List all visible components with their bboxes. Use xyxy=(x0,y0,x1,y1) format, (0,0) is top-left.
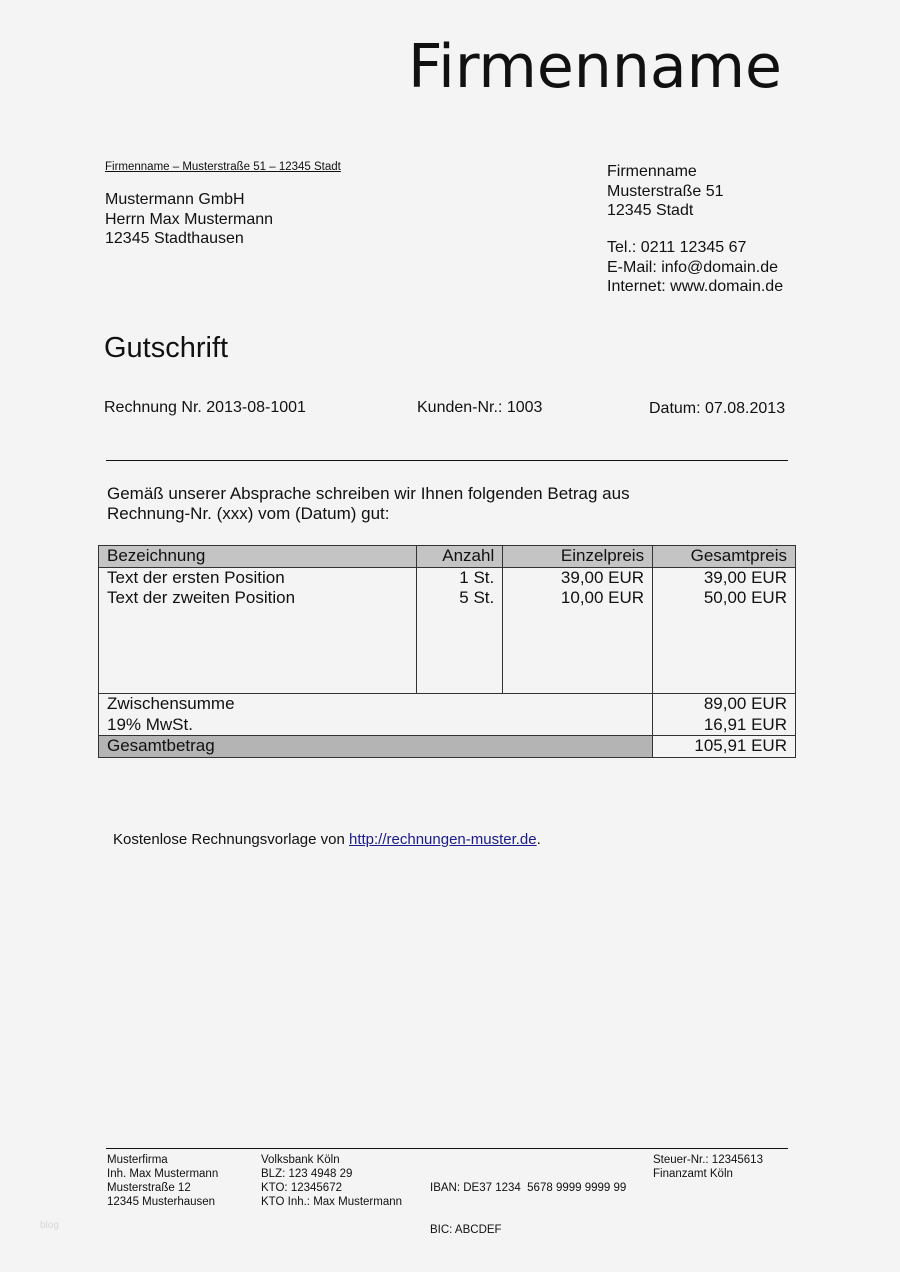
footer-iban: IBAN: DE37 1234 5678 9999 9999 99 BIC: A… xyxy=(430,1153,626,1251)
column-header: Bezeichnung xyxy=(97,545,418,568)
table-header-row: Bezeichnung Anzahl Einzelpreis Gesamtpre… xyxy=(97,545,796,568)
recipient-line: Herrn Max Mustermann xyxy=(105,210,274,228)
subtotal-value: 89,00 EUR xyxy=(652,693,796,715)
sender-line: Firmenname – Musterstraße 51 – 12345 Sta… xyxy=(105,161,341,173)
footer-line: IBAN: DE37 1234 5678 9999 9999 99 xyxy=(430,1182,627,1194)
company-logo-text: Firmenname xyxy=(408,32,782,102)
document-title: Gutschrift xyxy=(104,332,229,364)
footer-line: KTO: 12345672 xyxy=(261,1182,342,1194)
company-line: Musterstraße 51 xyxy=(607,182,724,200)
intro-line: Gemäß unserer Absprache schreiben wir Ih… xyxy=(107,484,630,503)
item-description: Text der zweiten Position xyxy=(97,588,418,609)
footer-line: Steuer-Nr.: 12345613 xyxy=(653,1154,763,1166)
footer-line: Volksbank Köln xyxy=(261,1154,340,1166)
contact-website: Internet: www.domain.de xyxy=(607,278,784,295)
subtotal-row: Zwischensumme 89,00 EUR xyxy=(97,693,796,715)
footer-line: Musterfirma xyxy=(107,1154,168,1166)
company-line: 12345 Stadt xyxy=(607,202,694,219)
document-date: Datum: 07.08.2013 xyxy=(649,400,786,417)
item-total: 39,00 EUR xyxy=(652,567,796,588)
footer-line: BIC: ABCDEF xyxy=(430,1224,502,1236)
item-unit-price: 39,00 EUR xyxy=(502,567,654,588)
item-unit-price: 10,00 EUR xyxy=(502,588,654,609)
footer-line: 12345 Musterhausen xyxy=(107,1196,216,1208)
vat-label: 19% MwSt. xyxy=(97,714,654,736)
template-note: Kostenlose Rechnungsvorlage von http://r… xyxy=(113,831,541,848)
note-text: Kostenlose Rechnungsvorlage von xyxy=(113,831,349,848)
footer-line: Inh. Max Mustermann xyxy=(107,1168,219,1180)
table-row-empty xyxy=(97,608,796,694)
footer-line: BLZ: 123 4948 29 xyxy=(261,1168,353,1180)
total-value: 105,91 EUR xyxy=(652,735,796,758)
invoice-number: Rechnung Nr. 2013-08-1001 xyxy=(104,399,306,416)
footer-company: Musterfirma Inh. Max Mustermann Musterst… xyxy=(107,1153,218,1209)
intro-text: Gemäß unserer Absprache schreiben wir Ih… xyxy=(107,484,630,524)
table-row: Text der ersten Position 1 St. 39,00 EUR… xyxy=(97,567,796,588)
item-total: 50,00 EUR xyxy=(652,588,796,609)
total-row: Gesamtbetrag 105,91 EUR xyxy=(97,735,796,758)
column-header: Einzelpreis xyxy=(502,545,654,568)
watermark: blog xyxy=(40,1220,59,1231)
item-quantity: 5 St. xyxy=(416,588,504,609)
total-label: Gesamtbetrag xyxy=(97,735,654,758)
line-items-table: Bezeichnung Anzahl Einzelpreis Gesamtpre… xyxy=(97,545,796,758)
column-header: Anzahl xyxy=(416,545,504,568)
template-link[interactable]: http://rechnungen-muster.de xyxy=(349,831,537,848)
table-row: Text der zweiten Position 5 St. 10,00 EU… xyxy=(97,588,796,609)
footer-divider xyxy=(106,1148,788,1149)
item-description: Text der ersten Position xyxy=(97,567,418,588)
recipient-address: Mustermann GmbH Herrn Max Mustermann 123… xyxy=(105,190,273,249)
company-address: Firmenname Musterstraße 51 12345 Stadt xyxy=(607,162,723,221)
recipient-line: Mustermann GmbH xyxy=(105,191,245,208)
column-header: Gesamtpreis xyxy=(652,545,796,568)
intro-line: Rechnung-Nr. (xxx) vom (Datum) gut: xyxy=(107,504,390,523)
footer-line: KTO Inh.: Max Mustermann xyxy=(261,1196,403,1208)
vat-value: 16,91 EUR xyxy=(652,714,796,736)
recipient-line: 12345 Stadthausen xyxy=(105,230,244,247)
divider xyxy=(106,460,788,461)
footer-tax: Steuer-Nr.: 12345613 Finanzamt Köln xyxy=(653,1153,763,1181)
subtotal-label: Zwischensumme xyxy=(97,693,654,715)
item-quantity: 1 St. xyxy=(416,567,504,588)
contact-email: E-Mail: info@domain.de xyxy=(607,258,778,276)
footer-line: Musterstraße 12 xyxy=(107,1182,191,1194)
footer-bank: Volksbank Köln BLZ: 123 4948 29 KTO: 123… xyxy=(261,1153,402,1209)
footer-line: Finanzamt Köln xyxy=(653,1168,733,1180)
customer-number: Kunden-Nr.: 1003 xyxy=(417,399,543,416)
company-line: Firmenname xyxy=(607,163,697,180)
note-suffix: . xyxy=(536,831,541,848)
contact-phone: Tel.: 0211 12345 67 xyxy=(607,239,747,256)
vat-row: 19% MwSt. 16,91 EUR xyxy=(97,714,796,736)
company-contact: Tel.: 0211 12345 67 E-Mail: info@domain.… xyxy=(607,238,783,297)
